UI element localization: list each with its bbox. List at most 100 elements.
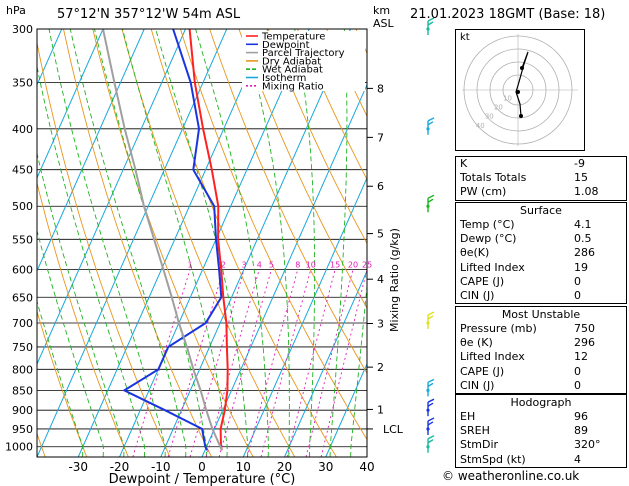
row-value: 96: [574, 410, 588, 423]
mixing-ratio-line: [189, 269, 245, 457]
legend-background: [242, 31, 365, 91]
pressure-tick-label: 650: [12, 291, 33, 304]
wind-barb: [426, 398, 435, 417]
table-row: Lifted Index 12: [456, 350, 626, 364]
table-row: SREH 89: [456, 424, 626, 438]
mixing-ratio-line: [260, 269, 312, 457]
table-row: CAPE (J) 0: [456, 275, 626, 289]
row-value: 4: [574, 452, 581, 466]
temperature-tick-label: 0: [198, 460, 206, 474]
row-label: StmSpd (kt): [460, 452, 526, 466]
mixing-ratio-line: [132, 269, 191, 457]
axes: 3003504004505005506006507007508008509009…: [5, 23, 404, 486]
height-km-label: 4: [377, 273, 384, 286]
row-label: SREH: [460, 424, 490, 438]
table-row: Temp (°C) 4.1: [456, 218, 626, 232]
row-value: 0: [574, 274, 581, 288]
pressure-tick-label: 1000: [5, 441, 33, 454]
dry-adiabat-line: [180, 29, 367, 441]
row-value: 0.5: [574, 232, 592, 246]
row-value: 4.1: [574, 218, 592, 231]
hodograph-panel: 10 20 30 40 kt: [455, 29, 585, 151]
legend-entry: Dewpoint: [262, 40, 310, 51]
pressure-tick-label: 700: [12, 317, 33, 330]
row-value: 296: [574, 336, 595, 350]
legend-entry: Mixing Ratio: [262, 81, 324, 92]
hodograph-point: [520, 66, 524, 70]
dry-adiabat-line: [267, 29, 367, 245]
row-label: PW (cm): [460, 185, 507, 199]
height-km-label: 2: [377, 361, 384, 374]
row-label: θe (K): [460, 336, 493, 350]
hodograph-ring-label: 10: [503, 95, 512, 103]
mixing-ratio-value-label: 8: [295, 261, 300, 270]
row-value: 750: [574, 322, 595, 335]
height-km-label: 5: [377, 228, 384, 241]
isotherm-line: [284, 269, 367, 457]
wind-barb: [426, 417, 435, 435]
row-label: Lifted Index: [460, 350, 525, 364]
row-label: K: [460, 157, 468, 170]
row-value: 89: [574, 424, 588, 438]
temperature-tick-label: 40: [359, 460, 374, 474]
wind-barb: [426, 194, 435, 213]
row-value: 1.08: [574, 185, 599, 199]
isotherm-line: [37, 29, 104, 180]
table-row: Totals Totals 15: [456, 171, 626, 185]
wet-adiabat-line: [155, 29, 249, 457]
row-label: Dewp (°C): [460, 232, 517, 246]
wind-barb: [426, 311, 435, 329]
mixing-ratio-line: [320, 269, 367, 457]
isotherm-line: [37, 29, 186, 366]
wind-barb: [426, 378, 435, 397]
table-row: StmDir 320°: [456, 438, 626, 452]
mixing-ratio-line: [218, 269, 272, 457]
row-label: CAPE (J): [460, 274, 505, 288]
table-row: PW (cm) 1.08: [456, 185, 626, 199]
height-km-label: 1: [377, 403, 384, 416]
wet-adiabat-line: [69, 29, 187, 457]
location-title: 57°12'N 357°12'W 54m ASL: [57, 7, 241, 22]
table-row: CAPE (J) 0: [456, 365, 626, 379]
row-label: θe(K): [460, 246, 490, 260]
row-label: EH: [460, 410, 476, 423]
row-value: -9: [574, 157, 585, 170]
temperature-tick-label: 30: [318, 460, 333, 474]
mixing-ratio-line: [305, 269, 354, 457]
row-label: CIN (J): [460, 378, 495, 392]
dry-adiabat-line: [37, 181, 129, 457]
row-value: 0: [574, 288, 581, 302]
surface-table: Surface Temp (°C) 4.1 Dewp (°C) 0.5 θe(K) 286…: [455, 202, 627, 305]
temperature-tick-label: 20: [277, 460, 292, 474]
row-value: 19: [574, 260, 588, 274]
km-unit-label: km: [373, 4, 391, 17]
hodograph-ring-label: 40: [476, 122, 485, 130]
row-label: CAPE (J): [460, 364, 505, 378]
mixing-ratio-value-label: 10: [306, 261, 316, 270]
pressure-tick-label: 900: [12, 404, 33, 417]
hodograph-trace: [515, 51, 529, 117]
hpa-unit-label: hPa: [6, 4, 26, 17]
dry-adiabat-line: [37, 40, 171, 457]
table-row: Pressure (mb) 750: [456, 322, 626, 336]
lcl-label: LCL: [383, 423, 404, 436]
isotherm-line: [242, 176, 367, 457]
height-km-label: 3: [377, 317, 384, 330]
legend-entry: Isotherm: [262, 73, 306, 84]
wet-adiabat-line: [195, 29, 269, 457]
row-value: 320°: [574, 438, 601, 452]
legend-entry: Dry Adiabat: [262, 56, 321, 67]
isotherm-line: [77, 29, 269, 457]
wet-adiabat-line: [329, 29, 348, 457]
mixing-ratio-line: [167, 269, 224, 457]
most-unstable-title: Most Unstable: [501, 308, 581, 321]
table-row: CIN (J) 0: [456, 379, 626, 393]
pressure-tick-label: 750: [12, 341, 33, 354]
isotherm-line: [37, 29, 228, 457]
pressure-tick-label: 550: [12, 233, 33, 246]
hodograph-ring-label: 30: [485, 113, 494, 121]
wet-adiabat-line: [48, 29, 166, 457]
pressure-tick-label: 600: [12, 264, 33, 277]
